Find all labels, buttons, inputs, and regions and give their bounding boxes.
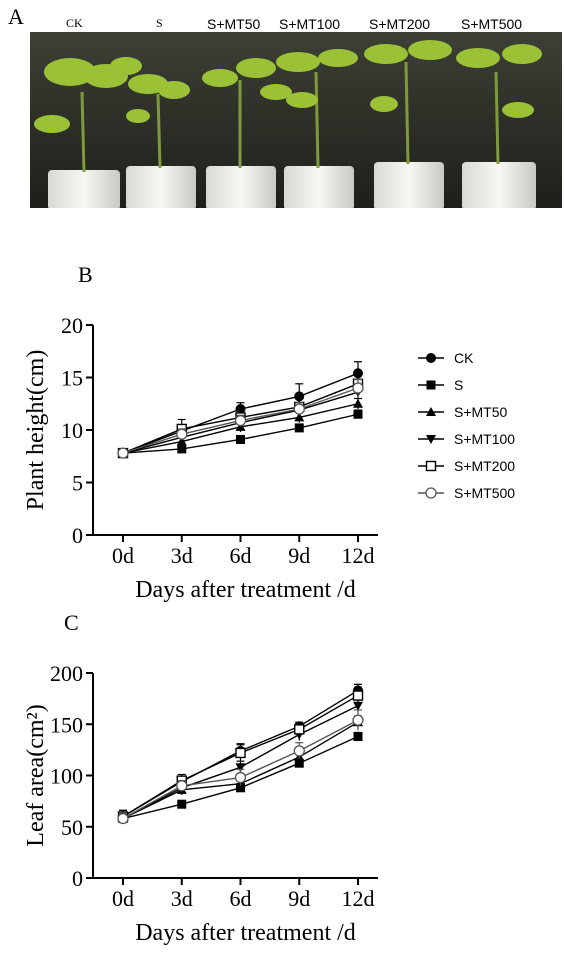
height-point-s-mt50 xyxy=(353,398,363,408)
height-x-tick-label: 3d xyxy=(171,543,193,568)
leaf-point-s-mt500 xyxy=(117,812,129,825)
height-legend-marker xyxy=(425,460,437,472)
height-point-s-mt500 xyxy=(293,403,305,415)
leaf-area-chart: 0 50 100 150 200 0d 3d 6d 9d 12d Days after treatm… xyxy=(23,661,378,946)
height-x-tick-label: 9d xyxy=(288,543,310,568)
height-legend-marker xyxy=(426,435,436,444)
height-legend-label: S+MT200 xyxy=(454,458,515,474)
plant-photo-illustration xyxy=(30,32,562,208)
leaf-x-tick-label: 12d xyxy=(342,886,375,911)
panel-b-letter: B xyxy=(78,262,93,287)
leaf-point-s xyxy=(353,732,363,742)
leaf-x-tick-label: 6d xyxy=(230,886,252,911)
plant-photo xyxy=(30,32,562,208)
leaf-point-s-mt500 xyxy=(234,771,247,784)
leaf-x-axis-label: Days after treatment /d xyxy=(135,920,356,946)
height-y-tick-label: 20 xyxy=(61,313,83,338)
leaf-y-axis-label: Leaf area(cm²) xyxy=(23,704,49,846)
height-legend-marker xyxy=(425,487,437,499)
leaf-y-tick-label: 200 xyxy=(50,661,83,686)
height-legend-marker xyxy=(426,407,436,416)
photo-label-s: S xyxy=(156,16,163,30)
height-point-s-mt500 xyxy=(117,447,129,459)
leaf-point-s-mt500 xyxy=(176,780,188,792)
height-legend-label: S xyxy=(454,377,463,393)
leaf-series-s-mt500 xyxy=(117,709,364,825)
plant-height-chart: 0 5 10 15 20 0d 3d 6d 9d 12d Days after treatment … xyxy=(23,313,515,603)
leaf-y-tick-label: 0 xyxy=(72,866,83,891)
height-y-tick-label: 15 xyxy=(61,366,83,391)
height-x-tick-label: 6d xyxy=(230,543,252,568)
height-legend-item-s-mt50: S+MT50 xyxy=(418,404,508,420)
height-series-s-mt500 xyxy=(117,378,364,459)
height-y-tick-label: 5 xyxy=(72,471,83,496)
photo-label-s-mt100: S+MT100 xyxy=(279,16,341,32)
leaf-y-tick-label: 100 xyxy=(50,764,83,789)
height-point-s xyxy=(294,423,304,433)
height-x-tick-label: 0d xyxy=(112,543,134,568)
leaf-x-tick-label: 0d xyxy=(112,886,134,911)
leaf-point-s-mt100 xyxy=(235,763,246,773)
leaf-point-s xyxy=(177,799,187,809)
height-legend-item-s-mt100: S+MT100 xyxy=(418,431,515,447)
height-legend-item-ck: CK xyxy=(418,350,474,366)
leaf-x-tick-label: 3d xyxy=(171,886,193,911)
height-point-s xyxy=(236,434,245,444)
photo-label-s-mt500: S+MT500 xyxy=(461,16,523,32)
panel-a-letter: A xyxy=(8,4,24,29)
photo-label-s-mt200: S+MT200 xyxy=(369,16,431,32)
height-legend-label: S+MT50 xyxy=(454,404,508,420)
leaf-x-tick-label: 9d xyxy=(288,886,310,911)
leaf-point-s-mt500 xyxy=(352,714,364,726)
photo-label-ck: CK xyxy=(66,16,83,30)
height-point-s-mt50 xyxy=(294,412,305,422)
leaf-point-s-mt100 xyxy=(353,701,363,711)
photo-label-s-mt50: S+MT50 xyxy=(207,16,261,32)
height-x-tick-label: 12d xyxy=(342,543,375,568)
leaf-point-s-mt200 xyxy=(235,747,246,759)
leaf-y-tick-label: 150 xyxy=(50,712,83,737)
height-point-s xyxy=(353,409,363,419)
height-legend-label: S+MT500 xyxy=(454,485,515,501)
leaf-point-s-mt200 xyxy=(294,724,305,735)
height-y-axis-label: Plant height(cm) xyxy=(23,350,49,511)
height-y-tick-label: 0 xyxy=(72,523,83,548)
height-x-axis-label: Days after treatment /d xyxy=(135,577,356,603)
height-legend-item-s: S xyxy=(418,377,463,393)
leaf-point-s-mt200 xyxy=(352,690,364,701)
height-legend-item-s-mt200: S+MT200 xyxy=(418,458,515,474)
height-legend-marker xyxy=(426,380,436,390)
height-point-s xyxy=(177,444,187,454)
height-legend-marker xyxy=(426,353,436,363)
height-point-s-mt500 xyxy=(176,428,188,440)
height-point-s-mt500 xyxy=(352,382,364,394)
height-legend-label: CK xyxy=(454,350,474,366)
leaf-series-s-mt100 xyxy=(118,699,363,824)
height-y-tick-label: 10 xyxy=(61,418,83,443)
height-point-s-mt500 xyxy=(234,414,247,427)
height-legend-label: S+MT100 xyxy=(454,431,515,447)
panel-c-letter: C xyxy=(64,610,79,635)
leaf-point-s xyxy=(294,758,304,768)
leaf-point-s-mt500 xyxy=(293,745,305,757)
leaf-y-tick-label: 50 xyxy=(61,815,83,840)
height-legend-item-s-mt500: S+MT500 xyxy=(418,485,515,501)
